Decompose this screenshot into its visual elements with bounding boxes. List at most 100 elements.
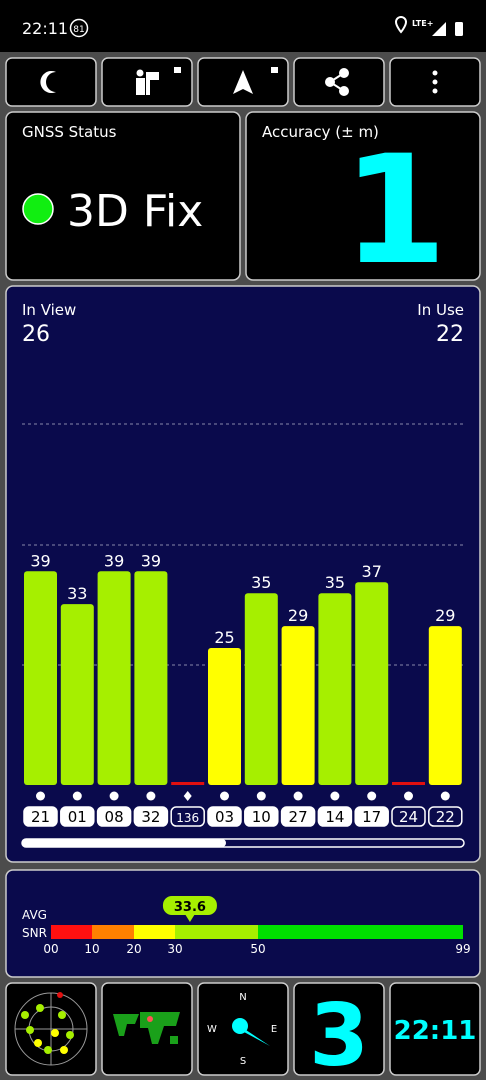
snr-bar: [281, 626, 315, 785]
map-tile[interactable]: [101, 982, 193, 1076]
map-icon: [113, 1012, 180, 1044]
satellite-id-box: [23, 806, 58, 827]
satellite-id-box: [317, 806, 353, 827]
snr-segment: [51, 925, 92, 939]
accuracy-value: 1: [343, 124, 447, 298]
satellite-marker: [36, 791, 45, 801]
satellite-id-box: [280, 806, 316, 827]
gnss-label: GNSS Status: [22, 123, 117, 141]
snr-tick-label: 99: [455, 942, 470, 956]
notification-count: 81: [73, 25, 84, 35]
compass-north: N: [239, 992, 246, 1003]
accuracy-label: Accuracy (± m): [262, 123, 379, 141]
satellite-marker: [440, 791, 450, 801]
satellite-marker: [367, 791, 377, 801]
snr-segment: [258, 925, 463, 939]
gnss-card: [5, 111, 241, 281]
satellite-id: 21: [31, 808, 50, 826]
snr-label-bottom: SNR: [22, 926, 47, 940]
moon-icon: [40, 71, 56, 94]
snr-bar: [428, 626, 462, 785]
satellite-id: 24: [399, 808, 418, 826]
satellite-id-box: [170, 806, 205, 827]
snr-bar: [244, 593, 278, 785]
satellite-marker: [330, 791, 340, 801]
satellite-marker: [256, 791, 266, 801]
snr-segment: [175, 925, 258, 939]
battery-icon: [455, 22, 463, 36]
satellite-id: 22: [436, 808, 455, 826]
satellites-used-tile[interactable]: [293, 982, 385, 1076]
accuracy-card: [245, 111, 481, 281]
lock-icon: [174, 67, 181, 73]
snr-average-pointer: [184, 914, 195, 922]
bar-value: 35: [251, 573, 271, 592]
snr-average-badge: [162, 896, 217, 915]
bar-value: 25: [214, 628, 234, 647]
scroll-thumb: [22, 839, 226, 847]
satellite-id-box: [96, 806, 132, 827]
share-icon: [325, 68, 349, 96]
satellite-id: 32: [141, 808, 160, 826]
guide-lines: [22, 423, 464, 666]
satellite-id: 08: [105, 808, 124, 826]
in-view-label: In View: [22, 301, 76, 319]
snr-tick-label: 10: [84, 942, 99, 956]
satellite-id-box: [354, 806, 389, 827]
snr-segment: [92, 925, 134, 939]
bar-value: 33: [67, 584, 87, 603]
snr-segment: [134, 925, 175, 939]
status-time: 22:11: [22, 19, 68, 38]
snr-average: 33.6: [174, 900, 206, 915]
snr-bar: [208, 648, 241, 785]
bar-value: 29: [288, 606, 308, 625]
satellite-id: 03: [215, 808, 234, 826]
satellite-id-box: [133, 806, 169, 827]
satellite-id: 27: [289, 808, 308, 826]
navigate-icon: [233, 70, 253, 94]
in-view-value: 26: [22, 322, 50, 347]
satellites-used: 3: [309, 986, 369, 1080]
snr-bar: [318, 593, 352, 785]
compass-west: W: [207, 1024, 217, 1035]
satellite-id: 14: [325, 808, 344, 826]
compass-needle: [232, 1018, 270, 1046]
satellite-id-box: [60, 806, 95, 827]
satellite-marker: [109, 791, 119, 801]
toolbar: [5, 57, 481, 107]
snr-tick-label: 50: [250, 942, 265, 956]
snr-card: [5, 869, 481, 978]
snr-bar: [24, 571, 57, 785]
bar-value: 39: [104, 551, 124, 570]
bars: 39 21 33 01 39 08 39 32 136 25 03 35 10 29 27 35 14 37 17 2…: [23, 551, 463, 827]
satellite-marker: [72, 791, 82, 801]
compass-east: E: [271, 1024, 277, 1035]
satellite-id: 136: [176, 811, 199, 825]
satellite-marker: [183, 791, 192, 801]
clock-tile[interactable]: [389, 982, 481, 1076]
snr-bar: [355, 582, 389, 785]
compass-south: S: [240, 1056, 246, 1067]
satellite-id-box: [244, 806, 279, 827]
menu-icon: [432, 70, 438, 94]
snr-tick-label: 30: [167, 942, 182, 956]
bar-value: 39: [30, 551, 50, 570]
inactive-bar: [171, 782, 205, 785]
night-mode-button[interactable]: [5, 57, 97, 107]
satellite-marker: [404, 791, 413, 801]
snr-bar: [134, 571, 168, 785]
satellite-id-box: [428, 806, 463, 827]
snr-bar: [60, 604, 94, 785]
bar-value: 37: [362, 562, 382, 581]
share-button[interactable]: [293, 57, 385, 107]
snr-tick-label: 00: [43, 942, 58, 956]
inactive-bar: [392, 782, 425, 785]
in-use-label: In Use: [417, 301, 464, 319]
satellite-id: 01: [68, 808, 87, 826]
location-icon: [394, 16, 408, 34]
satellite-marker: [146, 791, 156, 801]
satellite-id-box: [207, 806, 242, 827]
satellite-id: 10: [252, 808, 271, 826]
